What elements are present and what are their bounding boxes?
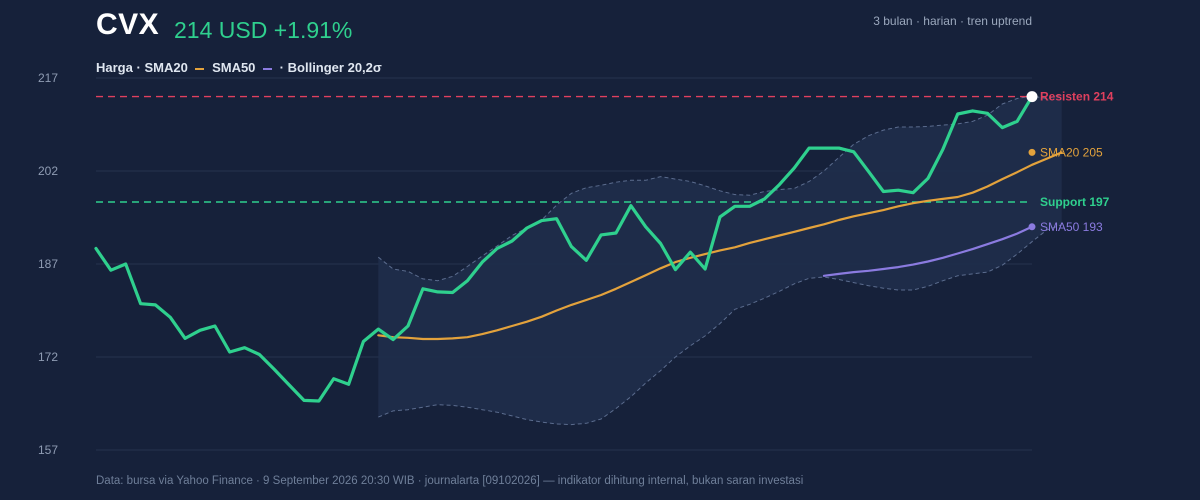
sma50-end-marker bbox=[1028, 223, 1036, 231]
y-tick-label: 157 bbox=[38, 443, 58, 457]
support-label: Support 197 bbox=[1040, 195, 1110, 209]
ticker-symbol: CVX bbox=[96, 8, 160, 41]
resistance-label: Resisten 214 bbox=[1040, 90, 1114, 104]
legend-sma20: SMA20 bbox=[144, 60, 188, 75]
data-source-footer: Data: bursa via Yahoo Finance · 9 Septem… bbox=[96, 475, 804, 487]
bollinger-lower-line bbox=[378, 224, 1062, 426]
sma20-end-marker bbox=[1028, 148, 1036, 156]
y-tick-label: 172 bbox=[38, 350, 58, 364]
price-change: 214 USD +1.91% bbox=[174, 17, 353, 43]
sma50-line bbox=[822, 225, 1034, 277]
legend-bollinger: Bollinger 20,2σ bbox=[287, 60, 382, 75]
legend-separator: · bbox=[136, 60, 141, 75]
price-line bbox=[94, 94, 1034, 403]
y-tick-label: 217 bbox=[38, 71, 58, 85]
sma50-end-label: SMA50 193 bbox=[1040, 220, 1103, 234]
chart-subtitle: 3 bulan · harian · tren uptrend bbox=[873, 14, 1032, 28]
y-tick-label: 202 bbox=[38, 164, 58, 178]
chart-legend: Harga · SMA20 SMA50 · Bollinger 20,2σ bbox=[96, 60, 382, 75]
legend-sma50: SMA50 bbox=[212, 60, 256, 75]
sma20-end-label: SMA20 205 bbox=[1040, 145, 1103, 159]
last-price-marker bbox=[1026, 91, 1038, 103]
bollinger-upper-line bbox=[377, 93, 1062, 282]
legend-price: Harga bbox=[96, 60, 133, 75]
legend-sma20-swatch bbox=[195, 67, 205, 70]
legend-bb-swatch bbox=[263, 67, 273, 70]
bollinger-band-fill bbox=[378, 94, 1062, 425]
y-tick-label: 187 bbox=[38, 257, 58, 271]
legend-separator: · bbox=[279, 60, 285, 75]
sma20-line bbox=[377, 151, 1063, 341]
